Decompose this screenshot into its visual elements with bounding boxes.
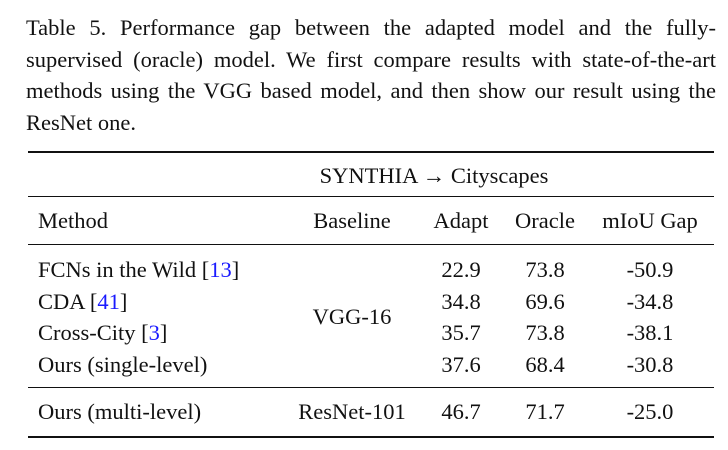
column-header: Adapt — [433, 208, 489, 233]
baseline-cell: VGG-16 — [312, 304, 392, 330]
value-cell: 34.8 — [441, 288, 481, 314]
header-rule — [28, 244, 714, 245]
method-cell: Ours (single-level) — [38, 351, 208, 377]
column-header: Oracle — [515, 208, 575, 233]
group-header: SYNTHIA → Cityscapes — [319, 163, 549, 188]
value-cell: 73.8 — [525, 257, 565, 282]
method-cell: Ours (multi-level) — [38, 399, 202, 424]
section-rule — [28, 387, 714, 388]
value-cell: -25.0 — [626, 399, 674, 424]
top-rule — [28, 151, 714, 153]
value-cell: 46.7 — [441, 399, 481, 424]
value-cell: 69.6 — [525, 288, 565, 314]
column-header: mIoU Gap — [602, 208, 698, 233]
method-cell: CDA [41] — [38, 288, 128, 314]
value-cell: -50.9 — [626, 257, 674, 282]
column-header: Method — [38, 208, 108, 233]
bottom-rule — [28, 436, 714, 438]
value-cell: -38.1 — [626, 320, 674, 345]
mid-rule — [28, 196, 714, 197]
value-cell: -30.8 — [626, 351, 674, 377]
baseline-cell: ResNet-101 — [298, 399, 406, 424]
value-cell: 22.9 — [441, 257, 481, 282]
value-cell: 35.7 — [441, 320, 481, 345]
method-cell: FCNs in the Wild [13] — [38, 257, 240, 282]
value-cell: 37.6 — [441, 351, 481, 377]
value-cell: 71.7 — [525, 399, 565, 424]
method-cell: Cross-City [3] — [38, 320, 168, 345]
value-cell: 68.4 — [525, 351, 565, 377]
column-header: Baseline — [313, 208, 391, 233]
caption: Table 5. Performance gap between the ada… — [26, 15, 716, 135]
value-cell: 73.8 — [525, 320, 565, 345]
value-cell: -34.8 — [626, 288, 674, 314]
